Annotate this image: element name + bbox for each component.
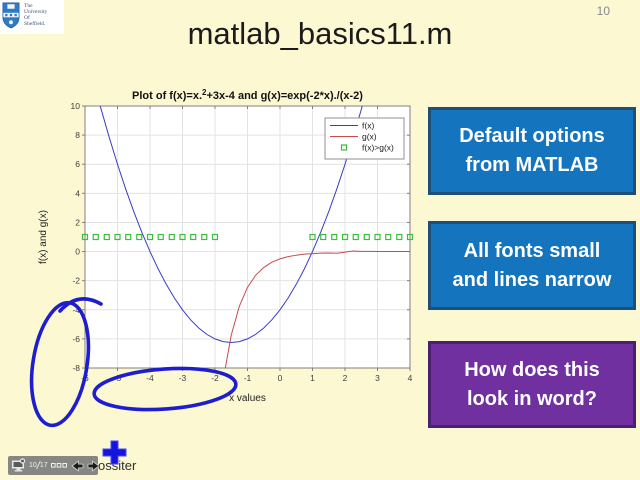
logo-line: The (24, 3, 33, 9)
svg-text:10: 10 (71, 101, 81, 111)
callout-default-options: Default options from MATLAB (428, 107, 636, 195)
callout-line: and lines narrow (452, 268, 612, 291)
x-axis-label: x values (229, 393, 266, 404)
menu-dots-icon (50, 463, 67, 468)
svg-text:8: 8 (75, 130, 80, 140)
y-axis-label: f(x) and g(x) (38, 210, 49, 264)
presenter-toolbar: 10/17 (8, 456, 101, 475)
svg-text:2: 2 (75, 217, 80, 227)
author-name-text: ossiter (98, 458, 137, 473)
matlab-plot: -6 -5 -4 -3 -2 -1 0 1 2 3 4-8-6-4-20246810f(x)g(x)… (29, 88, 414, 428)
end-show-icon (12, 458, 26, 472)
svg-text:-4: -4 (146, 373, 154, 383)
next-slide-arrow-icon (87, 459, 100, 472)
slide-counter[interactable]: 10/17 (29, 458, 48, 474)
counter-numerator: 10 (29, 461, 37, 469)
svg-text:f(x): f(x) (362, 121, 374, 131)
previous-slide-button[interactable] (70, 458, 84, 474)
threshold-markers (81, 233, 414, 241)
svg-text:-8: -8 (72, 363, 80, 373)
series-line-f(x) (99, 106, 363, 344)
svg-text:1: 1 (310, 373, 315, 383)
university-crest-icon (2, 2, 20, 29)
callout-line: look in word? (467, 387, 597, 410)
university-logo-text: The University Of Sheffield. (24, 3, 47, 27)
callout-line: All fonts small (463, 239, 601, 262)
logo-line: Sheffield. (24, 21, 46, 27)
svg-text:-2: -2 (211, 373, 219, 383)
svg-text:3: 3 (375, 373, 380, 383)
callout-line: How does this (464, 358, 600, 381)
slide-title: matlab_basics11.m (187, 16, 453, 51)
svg-text:-4: -4 (72, 305, 80, 315)
series-line-g(x) (224, 250, 410, 368)
svg-text:-3: -3 (179, 373, 187, 383)
ink-ellipse-annotations (29, 297, 238, 428)
svg-text:2: 2 (343, 373, 348, 383)
end-show-button[interactable] (11, 458, 26, 474)
svg-text:6: 6 (75, 159, 80, 169)
callout-fonts-small: All fonts small and lines narrow (428, 221, 636, 310)
ink-pen-cursor-icon (102, 440, 127, 465)
previous-slide-arrow-icon (70, 459, 84, 472)
svg-text:0: 0 (75, 247, 80, 257)
university-logo: The University Of Sheffield. (0, 0, 64, 34)
svg-text:f(x)>g(x): f(x)>g(x) (362, 143, 394, 153)
callout-line: Default options (459, 125, 605, 147)
callout-word-question: How does this look in word? (428, 341, 636, 428)
svg-text:4: 4 (408, 373, 413, 383)
logo-line: Of (24, 15, 30, 21)
svg-text:-2: -2 (72, 276, 80, 286)
menu-dots-button[interactable] (50, 458, 67, 474)
counter-separator: / (36, 459, 40, 472)
svg-text:0: 0 (278, 373, 283, 383)
svg-text:g(x): g(x) (362, 132, 377, 142)
plot-legend: f(x)g(x)f(x)>g(x) (324, 117, 405, 160)
counter-denominator: 17 (39, 461, 48, 469)
svg-text:-6: -6 (72, 334, 80, 344)
slide-number: 10 (596, 4, 610, 18)
callout-line: from MATLAB (465, 154, 599, 176)
svg-text:-1: -1 (244, 373, 252, 383)
svg-text:4: 4 (75, 188, 80, 198)
next-slide-button[interactable] (87, 458, 101, 474)
logo-line: University (24, 9, 48, 15)
plot-title: Plot of f(x)=x.2+3x-4 and g(x)=exp(-2*x)… (132, 88, 363, 102)
